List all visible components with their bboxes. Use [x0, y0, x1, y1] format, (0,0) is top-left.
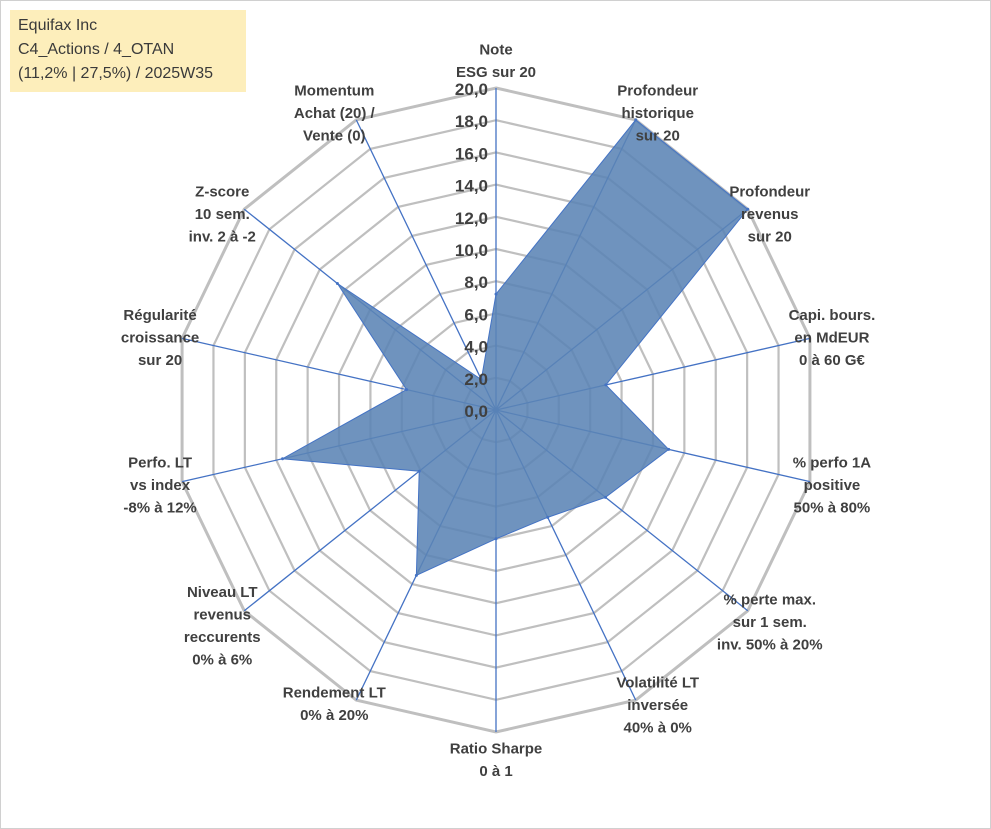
company-name: Equifax Inc: [18, 17, 98, 34]
tick-label: 16,0: [455, 144, 488, 163]
axis-label: Perfo. LT vs index -8% à 12%: [123, 454, 196, 516]
data-point: [634, 118, 638, 122]
data-point: [546, 515, 550, 519]
axis-label: Volatilité LT inversée 40% à 0%: [616, 674, 699, 736]
axis-label: Profondeur revenus sur 20: [729, 183, 810, 245]
axis-label: Momentum Achat (20) / Vente (0): [294, 83, 376, 145]
data-point: [667, 447, 671, 451]
tick-label: 18,0: [455, 112, 488, 131]
axis-label: % perfo 1A positive 50% à 80%: [793, 454, 872, 516]
data-point: [417, 469, 421, 473]
axis-label: Capi. bours. en MdEUR 0 à 60 G€: [789, 307, 876, 369]
tick-label: 8,0: [464, 273, 488, 292]
axis-label: Régularité croissance sur 20: [121, 307, 199, 369]
tick-label: 4,0: [464, 338, 488, 357]
data-point: [604, 495, 608, 499]
data-point: [335, 282, 339, 286]
stats-week-label: (11,2% | 27,5%) / 2025W35: [18, 65, 214, 82]
data-point: [746, 207, 750, 211]
data-point: [604, 383, 608, 387]
axis-label: Rendement LT 0% à 20%: [283, 684, 386, 724]
info-box: Equifax Inc C4_Actions / 4_OTAN (11,2% |…: [10, 10, 246, 92]
tick-label: 2,0: [464, 370, 488, 389]
tick-label: 10,0: [455, 241, 488, 260]
axis-label: Note ESG sur 20: [456, 42, 536, 82]
tick-layer: 0,0 2,0 4,0 6,0 8,0 10,0 12,0 14,0 16,0 18,0 20,0: [455, 80, 488, 421]
tick-label: 12,0: [455, 209, 488, 228]
axis-label: Ratio Sharpe 0 à 1: [450, 741, 543, 781]
axis-spoke: [355, 119, 497, 411]
tick-label: 14,0: [455, 177, 488, 196]
series-layer: [280, 118, 750, 577]
data-point: [494, 537, 498, 541]
data-point: [405, 388, 409, 392]
axis-label: % perte max. sur 1 sem. inv. 50% à 20%: [717, 592, 823, 654]
data-point: [494, 292, 498, 296]
portfolio-label: C4_Actions / 4_OTAN: [18, 41, 175, 58]
axis-label: Niveau LT revenus reccurents 0% à 6%: [184, 584, 261, 669]
data-point: [479, 378, 483, 382]
data-point: [414, 573, 418, 577]
axis-label: Profondeur historique sur 20: [617, 83, 698, 145]
tick-label: 20,0: [455, 80, 488, 99]
tick-label: 0,0: [464, 402, 488, 421]
data-point: [281, 457, 285, 461]
tick-label: 6,0: [464, 305, 488, 324]
axis-label: Z-score 10 sem. inv. 2 à -2: [189, 183, 256, 245]
axis-label-layer: Note ESG sur 20 Profondeur historique sur 20…: [121, 42, 876, 781]
